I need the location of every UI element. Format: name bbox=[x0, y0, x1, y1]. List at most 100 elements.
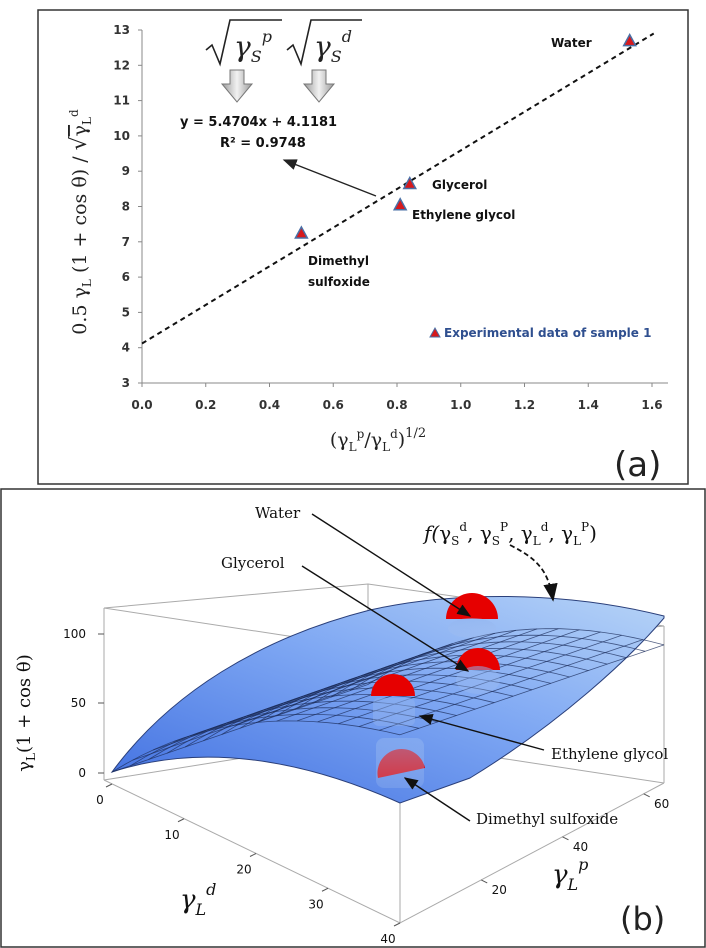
x-tick-label: 0 bbox=[96, 793, 104, 807]
point-label-water: Water bbox=[551, 36, 592, 50]
x-tick-label: 0.6 bbox=[323, 398, 344, 412]
data-point-0 bbox=[622, 33, 637, 47]
droplet-dimethyl-sulfoxide bbox=[376, 738, 425, 788]
water-arrow bbox=[311, 513, 472, 617]
y-tick-labels: 3 4 5 6 7 8 9 10 11 12 13 bbox=[113, 23, 142, 390]
down-arrow-icon bbox=[220, 69, 254, 103]
y-tick-label: 9 bbox=[122, 164, 130, 178]
panel-a-frame bbox=[37, 9, 689, 485]
x-tick-label: 0.4 bbox=[259, 398, 280, 412]
mesh-line-v bbox=[130, 713, 419, 767]
z-axis-label: γL(1 + cos θ) bbox=[14, 654, 38, 771]
z-tick-label: 0 bbox=[78, 766, 86, 780]
sqrt-gamma-s-d-label: γSd bbox=[286, 19, 362, 67]
x-tick-label: 0.2 bbox=[195, 398, 216, 412]
label-dimethyl-sulfoxide: Dimethyl sulfoxide bbox=[476, 810, 618, 828]
x-tick-label: 40 bbox=[380, 932, 395, 946]
mesh-line-v bbox=[312, 647, 608, 704]
y-tick-label: 20 bbox=[492, 883, 507, 897]
point-label-glycerol: Glycerol bbox=[432, 178, 487, 192]
x-tick-label: 1.2 bbox=[514, 398, 535, 412]
z-tick-label: 50 bbox=[71, 696, 86, 710]
x-tick-mark bbox=[177, 818, 185, 823]
x-tick-label: 0.0 bbox=[131, 398, 152, 412]
legend-marker bbox=[429, 326, 441, 338]
mesh-line-v bbox=[367, 628, 665, 685]
droplet-ethylene-glycol bbox=[371, 674, 415, 726]
y-tick-label: 5 bbox=[122, 305, 130, 319]
x-tick-label: 1.6 bbox=[641, 398, 662, 412]
y-tick-label: 40 bbox=[573, 840, 588, 854]
x-tick-label: 1.4 bbox=[578, 398, 599, 412]
y-tick-mark bbox=[643, 793, 650, 798]
y-tick-label: 60 bbox=[654, 797, 669, 811]
r-squared: R² = 0.9748 bbox=[220, 136, 306, 151]
data-point-1 bbox=[402, 175, 418, 190]
mesh-line-v bbox=[276, 661, 570, 717]
mesh-line-v bbox=[349, 634, 646, 692]
y-axis-label: 0.5 γL (1 + cos θ) / √γLd bbox=[67, 109, 94, 335]
x-tick-label: 20 bbox=[236, 863, 251, 877]
x-tick-labels: 0 10 20 30 40 bbox=[96, 783, 401, 946]
svg-text:γSd: γSd bbox=[314, 27, 352, 66]
mesh-line-v bbox=[203, 687, 495, 742]
y-tick-label: 11 bbox=[113, 94, 130, 108]
y-tick-labels: 20 40 60 bbox=[481, 793, 669, 897]
y-tick-label: 10 bbox=[113, 129, 130, 143]
mesh-line-v bbox=[111, 720, 401, 773]
x-tick-label: 30 bbox=[308, 897, 323, 911]
y-tick-mark bbox=[562, 836, 569, 841]
point-label-ethylene-glycol: Ethylene glycol bbox=[412, 208, 515, 222]
point-label-dimethyl: Dimethyl bbox=[308, 254, 369, 268]
regression-line bbox=[141, 32, 655, 345]
y-tick-label: 7 bbox=[122, 235, 130, 249]
glycerol-arrow bbox=[301, 565, 470, 672]
dimethyl-sulfoxide-arrow bbox=[403, 777, 471, 822]
z-tick-labels: 0 50 100 bbox=[63, 627, 104, 780]
legend: Experimental data of sample 1 bbox=[429, 326, 651, 340]
function-label: f(γSd, γSP, γLd, γLP) bbox=[422, 520, 597, 548]
label-glycerol: Glycerol bbox=[221, 554, 285, 572]
x-tick-mark bbox=[393, 922, 401, 927]
legend-label: Experimental data of sample 1 bbox=[444, 326, 651, 340]
panel-b-surface-plot: Water Glycerol Ethylene glycol Dimethyl … bbox=[0, 488, 706, 948]
panel-label-b: (b) bbox=[620, 900, 665, 938]
x-tick-label: 10 bbox=[164, 828, 179, 842]
y-tick-label: 12 bbox=[113, 58, 130, 72]
y-tick-label: 6 bbox=[122, 270, 130, 284]
y-tick-label: 8 bbox=[122, 200, 130, 214]
data-point-2 bbox=[392, 197, 408, 211]
ethylene-glycol-arrow bbox=[418, 713, 545, 751]
svg-text:γSp: γSp bbox=[234, 27, 272, 66]
label-water: Water bbox=[255, 504, 301, 522]
x-tick-mark bbox=[249, 853, 257, 857]
point-label-sulfoxide: sulfoxide bbox=[308, 275, 370, 289]
z-tick-label: 100 bbox=[63, 627, 86, 641]
function-pointer-arrow bbox=[509, 544, 558, 602]
x-tick-mark bbox=[321, 887, 329, 892]
droplet-glycerol bbox=[456, 648, 500, 694]
mesh-line-v bbox=[331, 641, 627, 698]
sqrt-gamma-s-p-label: γSp bbox=[205, 19, 282, 67]
x-tick-label: 0.8 bbox=[386, 398, 407, 412]
y-tick-label: 13 bbox=[113, 23, 130, 37]
y-tick-label: 3 bbox=[122, 376, 130, 390]
label-ethylene-glycol: Ethylene glycol bbox=[551, 745, 668, 763]
x-tick-labels: 0.0 0.2 0.4 0.6 0.8 1.0 1.2 1.4 1.6 bbox=[131, 383, 663, 412]
x-axis-label: (γLp/γLd)1/2 bbox=[330, 426, 426, 454]
data-point-3 bbox=[294, 225, 309, 239]
x-axis-label: γLd bbox=[180, 880, 216, 919]
y-tick-mark bbox=[481, 879, 488, 884]
equation-pointer-arrow bbox=[282, 159, 377, 197]
mesh-line-v bbox=[258, 667, 551, 723]
regression-equation: y = 5.4704x + 4.1181 bbox=[180, 115, 337, 130]
mesh-line-v bbox=[294, 654, 589, 710]
x-tick-label: 1.0 bbox=[450, 398, 471, 412]
y-axis-label: γLp bbox=[552, 855, 588, 894]
down-arrow-icon bbox=[302, 69, 336, 103]
y-tick-label: 4 bbox=[122, 341, 130, 355]
panel-label-a: (a) bbox=[614, 445, 661, 485]
x-tick-mark bbox=[105, 783, 113, 788]
mesh-line-v bbox=[184, 694, 476, 748]
data-points bbox=[294, 33, 637, 239]
